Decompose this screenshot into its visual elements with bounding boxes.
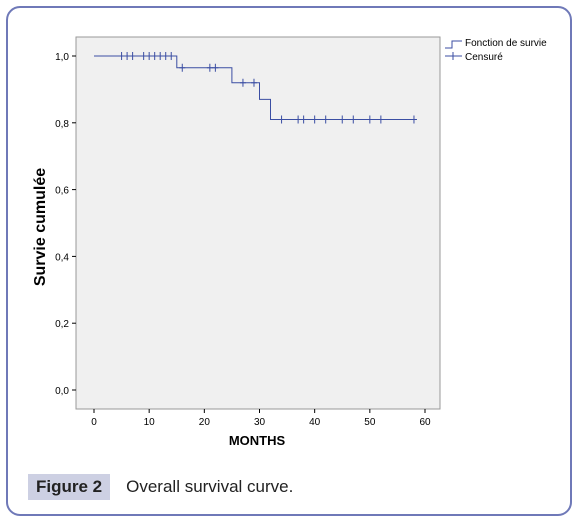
censored-mark [206,63,213,72]
plot-area [75,36,441,410]
y-axis-label: Survie cumulée [32,168,49,286]
censored-mark [250,78,257,87]
x-tick-label: 20 [199,417,211,428]
x-tick-label: 60 [419,417,431,428]
censored-mark [168,52,175,60]
censored-mark [151,52,158,60]
x-tick-label: 50 [364,417,376,428]
censored-mark [366,115,373,124]
censored-mark [278,115,285,124]
y-tick-label: 0,6 [55,186,69,197]
censored-mark [239,78,246,87]
censored-mark [311,115,318,124]
censored-mark [300,115,307,124]
legend-survival-line-icon [445,40,462,49]
legend-survival-label: Fonction de survie [465,38,547,49]
censored-mark [140,52,147,60]
censored-mark [124,52,131,60]
figure-label: Figure 2 [28,474,111,500]
x-tick-label: 30 [254,417,266,428]
figure-caption-text: Overall survival curve. [126,477,294,496]
censored-mark [377,115,384,124]
y-tick-label: 1,0 [55,52,69,63]
censored-mark [295,115,302,124]
y-tick-label: 0,8 [55,119,69,130]
censored-mark [212,63,219,72]
axes: 0 10 20 30 40 50 60 0,0 0,2 0,4 0,6 0,8 1,0 [55,52,431,428]
x-tick-label: 0 [91,417,97,428]
censored-mark [410,115,417,124]
censored-mark [339,115,346,124]
figure-caption: Figure 2 Overall survival curve. [28,474,293,500]
legend: Fonction de survie Censuré [445,38,547,63]
censored-mark [322,115,329,124]
censored-mark [157,52,164,60]
y-tick-label: 0,4 [55,252,69,263]
series-layer [94,52,417,124]
y-tick-label: 0,0 [55,386,69,397]
censored-mark [179,63,186,72]
censored-mark [129,52,136,60]
censored-mark [162,52,169,60]
censored-mark [350,115,357,124]
x-tick-label: 40 [309,417,321,428]
x-tick-label: 10 [144,417,156,428]
y-tick-label: 0,2 [55,319,69,330]
x-axis-label: MONTHS [229,433,286,448]
legend-censored-icon [445,52,462,60]
censored-mark [118,52,125,60]
censored-mark [146,52,153,60]
legend-censored-label: Censuré [465,52,503,63]
